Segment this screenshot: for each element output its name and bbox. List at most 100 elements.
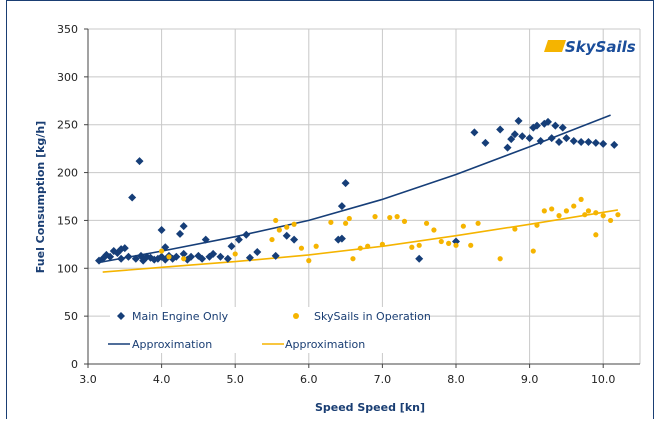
y-tick-label: 150 <box>57 214 78 227</box>
y-tick-label: 250 <box>57 119 78 132</box>
y-tick-label: 50 <box>64 310 78 323</box>
skysails-point <box>512 226 518 232</box>
main-engine-point <box>172 252 181 261</box>
x-axis-title: Speed Speed [kn] <box>315 401 425 414</box>
x-tick-label: 7.0 <box>374 373 392 386</box>
approximation-lines <box>98 114 619 273</box>
skysails-point <box>269 236 275 243</box>
skysails-point <box>232 251 238 257</box>
legend-label-main-engine: Main Engine Only <box>132 310 229 323</box>
skysails-point <box>615 212 621 218</box>
x-tick-label: 3.0 <box>79 373 97 386</box>
main-engine-point <box>245 253 254 262</box>
axis-layer <box>84 28 640 368</box>
skysails-point <box>585 208 592 214</box>
main-engine-point <box>569 136 578 145</box>
main-engine-point <box>183 255 192 264</box>
skysails-point <box>273 217 279 224</box>
main-engine-point <box>176 229 184 238</box>
legend-marker-skysails <box>293 313 299 319</box>
skysails-point <box>343 220 349 226</box>
main-engine-point <box>514 116 523 125</box>
skysails-point <box>387 214 393 221</box>
main-engine-point <box>124 252 133 261</box>
main-engine-point <box>135 157 144 166</box>
main-engine-point <box>106 252 115 261</box>
main-engine-point <box>584 137 593 146</box>
main-engine-point <box>242 230 251 239</box>
skysails-point <box>607 217 614 224</box>
main-engine-point <box>194 251 203 260</box>
main-engine-point <box>209 249 218 258</box>
main-engine-point <box>558 123 567 132</box>
skysails-point <box>423 220 430 226</box>
main-engine-point <box>591 138 600 147</box>
main-engine-point <box>544 117 552 126</box>
x-tick-label: 9.0 <box>521 373 539 386</box>
main-engine-point <box>577 137 586 146</box>
main-engine-point <box>510 130 519 139</box>
skysails-point <box>549 206 555 212</box>
skysails-point <box>600 213 606 219</box>
main-engine-point <box>532 121 541 130</box>
main-engine-point <box>562 134 571 143</box>
legend-marker-main-engine <box>117 312 125 320</box>
main-engine-point <box>555 137 564 146</box>
skysails-logo: SkySails <box>544 38 636 56</box>
main-engine-point <box>201 235 210 244</box>
main-engine-point <box>216 252 225 261</box>
main-engine-point <box>525 134 534 143</box>
main-engine-point <box>536 136 545 145</box>
skysails-point <box>438 238 444 245</box>
skysails-point <box>394 214 400 220</box>
skysails-point <box>431 227 437 233</box>
legend-label-approx-skysails: Approximation <box>285 338 365 351</box>
main-engine-point <box>131 254 140 263</box>
skysails-point <box>563 208 570 214</box>
skysails-point <box>475 220 481 226</box>
main-engine-point <box>503 143 512 152</box>
y-tick-label: 200 <box>57 167 78 180</box>
skysails-point <box>291 221 297 227</box>
skysails-point <box>313 243 319 249</box>
skysails-point <box>468 242 474 248</box>
main-engine-point <box>415 254 424 263</box>
logo-sail-mark <box>544 40 566 52</box>
skysails-point <box>306 258 312 264</box>
main-engine-point <box>179 222 188 231</box>
legend-label-approx-main: Approximation <box>132 338 212 351</box>
approximation-line-skysails <box>102 209 619 273</box>
skysails-point <box>460 223 466 229</box>
skysails-point <box>372 214 378 220</box>
skysails-point <box>159 248 165 254</box>
skysails-point <box>166 254 172 260</box>
main-engine-point <box>157 226 166 234</box>
skysails-point <box>357 245 363 251</box>
approximation-line-main-engine <box>98 114 611 264</box>
legend-label-skysails: SkySails in Operation <box>314 310 431 323</box>
main-engine-point <box>223 254 232 263</box>
skysails-point <box>416 242 422 248</box>
data-points <box>95 116 621 265</box>
main-engine-point <box>120 244 129 253</box>
skysails-point <box>578 196 584 202</box>
main-engine-point <box>452 237 460 246</box>
skysails-point <box>365 243 371 249</box>
x-tick-label: 8.0 <box>447 373 465 386</box>
main-engine-point <box>187 252 196 261</box>
main-engine-point <box>198 254 207 263</box>
skysails-point <box>534 222 540 228</box>
skysails-point <box>298 245 305 251</box>
main-engine-point <box>282 231 291 240</box>
skysails-point <box>571 203 577 209</box>
skysails-point <box>446 240 452 246</box>
x-tick-label: 5.0 <box>226 373 244 386</box>
skysails-point <box>541 208 547 214</box>
chart-frame <box>6 0 654 419</box>
main-engine-point <box>161 255 170 264</box>
main-engine-point <box>290 235 299 244</box>
skysails-point <box>593 232 599 238</box>
skysails-point <box>379 241 385 247</box>
skysails-point <box>453 242 459 248</box>
